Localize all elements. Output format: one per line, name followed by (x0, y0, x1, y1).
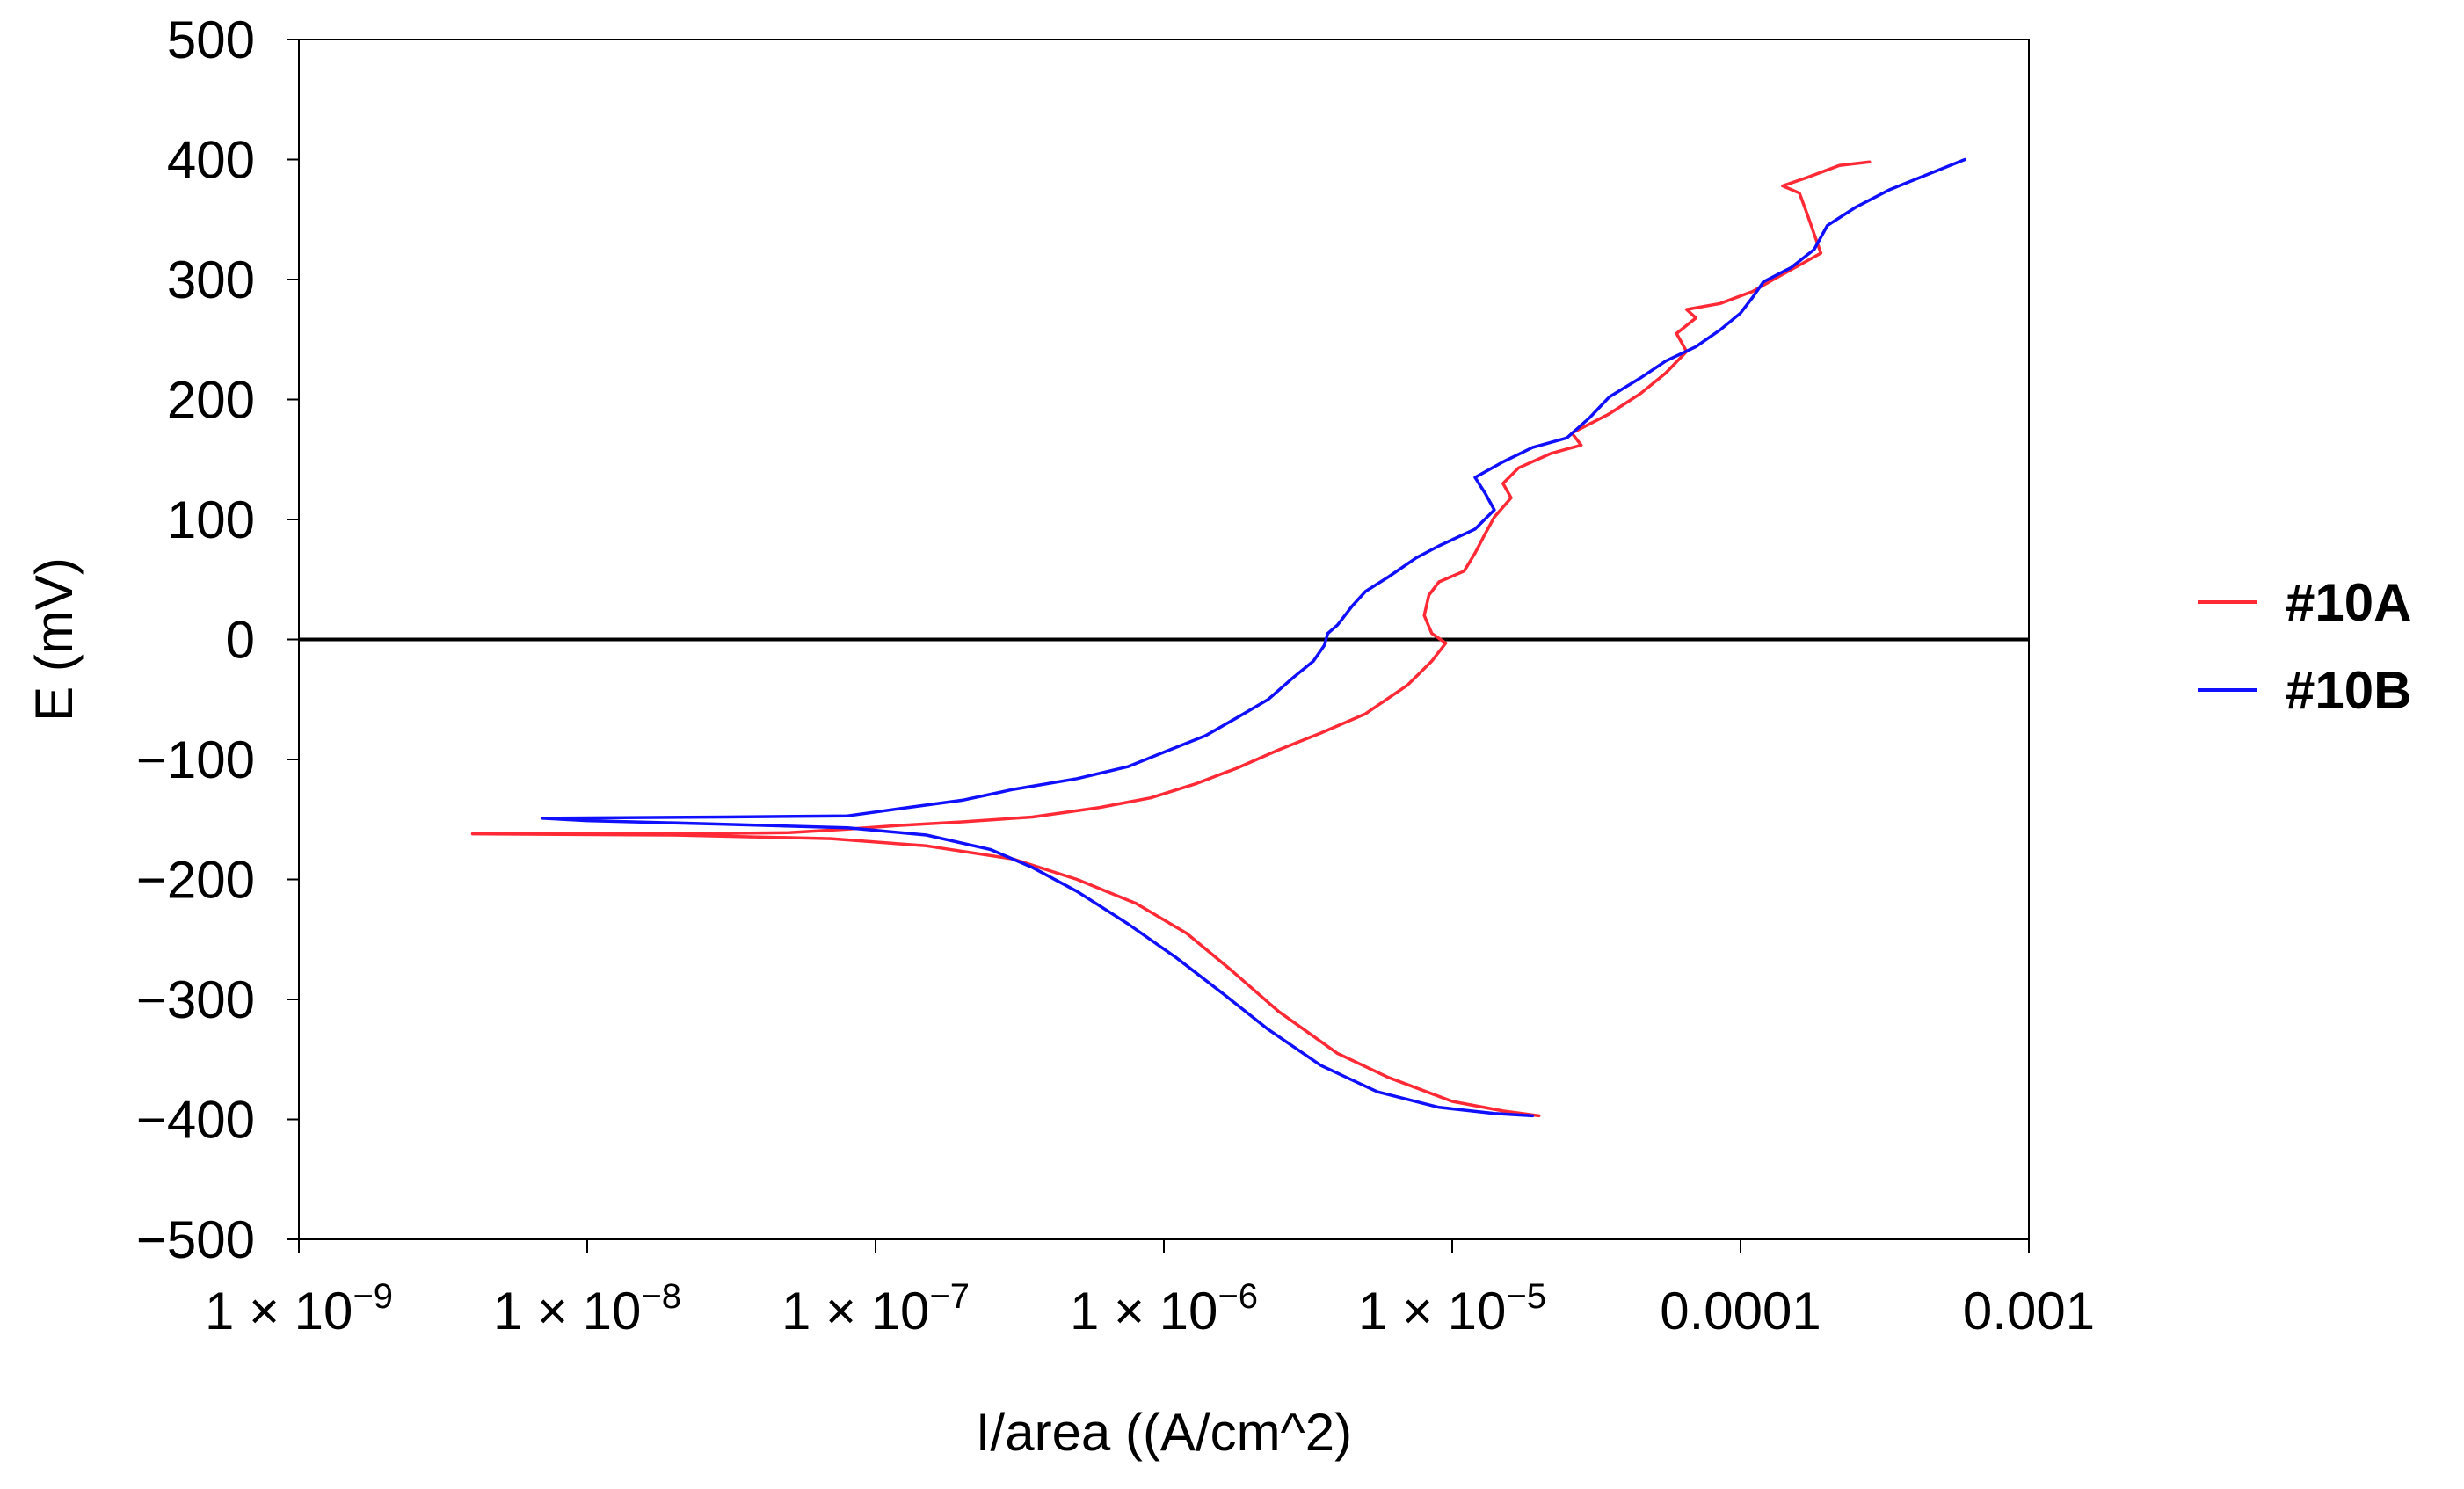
y-tick-label: 400 (167, 131, 255, 190)
x-tick-label: 1 × 10−6 (1070, 1277, 1258, 1340)
y-tick-label: −300 (136, 970, 255, 1029)
y-tick-label: −100 (136, 730, 255, 789)
y-tick-label: 500 (167, 11, 255, 69)
y-tick-label: 300 (167, 251, 255, 309)
x-tick-label: 1 × 10−8 (493, 1277, 681, 1340)
y-tick-label: −200 (136, 851, 255, 910)
x-axis: 1 × 10−9 1 × 10−8 1 × 10−7 1 × 10−6 1 × 10−5… (205, 1239, 2095, 1340)
x-axis-title: I/area ((A/cm^2) (976, 1403, 1352, 1462)
x-tick-label: 0.001 (1963, 1282, 2095, 1340)
legend-label: #10B (2286, 661, 2411, 720)
y-tick-label: 100 (167, 490, 255, 549)
legend-label: #10A (2286, 573, 2411, 632)
y-axis-title: E (mV) (25, 557, 84, 722)
x-tick-label: 0.0001 (1660, 1282, 1821, 1340)
series-line-a (470, 160, 1872, 1118)
series-layer (470, 157, 1966, 1118)
x-tick-label: 1 × 10−9 (205, 1277, 393, 1340)
x-tick-label: 1 × 10−7 (781, 1277, 970, 1340)
y-axis: 500 400 300 200 100 0 −100 −200 −300 −400 −500 (136, 11, 299, 1269)
y-tick-label: −500 (136, 1210, 255, 1269)
y-tick-label: 0 (226, 611, 255, 670)
legend: #10A #10B (2198, 573, 2411, 720)
series-line-b (541, 157, 1966, 1118)
y-tick-label: 200 (167, 371, 255, 430)
y-tick-label: −400 (136, 1091, 255, 1150)
x-tick-label: 1 × 10−5 (1358, 1277, 1546, 1340)
